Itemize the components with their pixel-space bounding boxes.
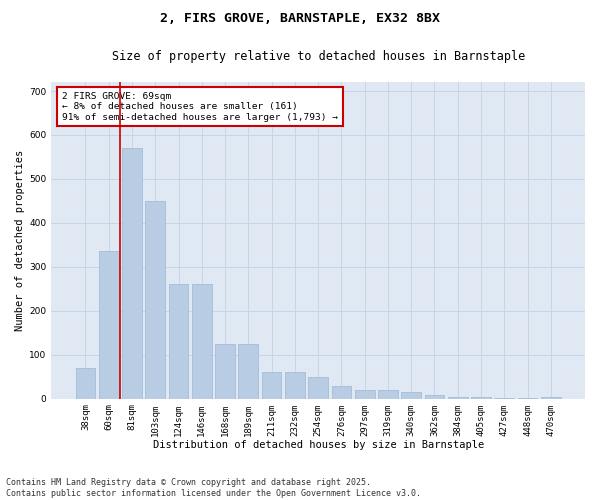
Bar <box>401 392 421 398</box>
Bar <box>378 390 398 398</box>
Bar <box>262 372 281 398</box>
Bar <box>285 372 305 398</box>
X-axis label: Distribution of detached houses by size in Barnstaple: Distribution of detached houses by size … <box>152 440 484 450</box>
Bar <box>448 396 467 398</box>
Bar <box>215 344 235 399</box>
Bar <box>192 284 212 399</box>
Bar <box>99 252 119 398</box>
Text: 2, FIRS GROVE, BARNSTAPLE, EX32 8BX: 2, FIRS GROVE, BARNSTAPLE, EX32 8BX <box>160 12 440 26</box>
Bar <box>76 368 95 398</box>
Text: Contains HM Land Registry data © Crown copyright and database right 2025.
Contai: Contains HM Land Registry data © Crown c… <box>6 478 421 498</box>
Bar <box>308 376 328 398</box>
Bar <box>471 396 491 398</box>
Title: Size of property relative to detached houses in Barnstaple: Size of property relative to detached ho… <box>112 50 525 63</box>
Y-axis label: Number of detached properties: Number of detached properties <box>15 150 25 331</box>
Bar <box>425 395 445 398</box>
Bar <box>541 396 561 398</box>
Bar <box>355 390 374 398</box>
Bar <box>169 284 188 399</box>
Bar <box>238 344 258 399</box>
Text: 2 FIRS GROVE: 69sqm
← 8% of detached houses are smaller (161)
91% of semi-detach: 2 FIRS GROVE: 69sqm ← 8% of detached hou… <box>62 92 338 122</box>
Bar <box>122 148 142 399</box>
Bar <box>332 386 352 398</box>
Bar <box>145 201 165 398</box>
